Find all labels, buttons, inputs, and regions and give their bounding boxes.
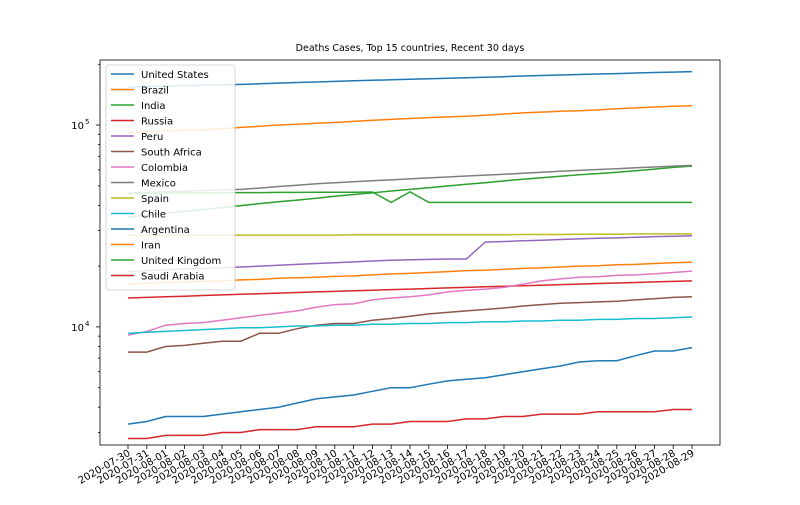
legend-label-russia: Russia bbox=[141, 117, 173, 128]
legend-label-colombia: Colombia bbox=[141, 163, 188, 174]
series-line-chile bbox=[127, 316, 693, 335]
series-line-argentina bbox=[127, 346, 693, 425]
legend-label-south-africa: South Africa bbox=[141, 148, 202, 159]
legend-label-mexico: Mexico bbox=[141, 179, 176, 190]
legend-label-chile: Chile bbox=[141, 210, 166, 221]
series-line-russia bbox=[127, 280, 693, 299]
legend-label-peru: Peru bbox=[141, 132, 163, 143]
legend-label-united-states: United States bbox=[141, 70, 209, 81]
y-tick-label: 10 bbox=[71, 121, 84, 132]
legend-label-spain: Spain bbox=[141, 194, 169, 205]
legend-box bbox=[105, 64, 236, 291]
legend-label-iran: Iran bbox=[141, 241, 161, 252]
legend-label-india: India bbox=[141, 101, 166, 112]
y-tick-exponent: 5 bbox=[85, 118, 89, 126]
legend-label-united-kingdom: United Kingdom bbox=[141, 256, 221, 267]
series-line-saudi-arabia bbox=[128, 408, 692, 440]
chart-title: Deaths Cases, Top 15 countries, Recent 3… bbox=[296, 43, 525, 54]
y-tick-label: 10 bbox=[71, 323, 84, 334]
legend-label-argentina: Argentina bbox=[141, 225, 190, 236]
x-axis: 2020-07-302020-07-312020-08-012020-08-02… bbox=[77, 445, 697, 487]
y-tick-exponent: 4 bbox=[85, 320, 90, 328]
legend-label-brazil: Brazil bbox=[141, 86, 169, 97]
legend-label-saudi-arabia: Saudi Arabia bbox=[141, 272, 204, 283]
legend: United States Brazil India Russia Peru South … bbox=[105, 64, 236, 291]
series-line-colombia bbox=[127, 270, 693, 336]
series-line-south-africa bbox=[128, 296, 693, 353]
